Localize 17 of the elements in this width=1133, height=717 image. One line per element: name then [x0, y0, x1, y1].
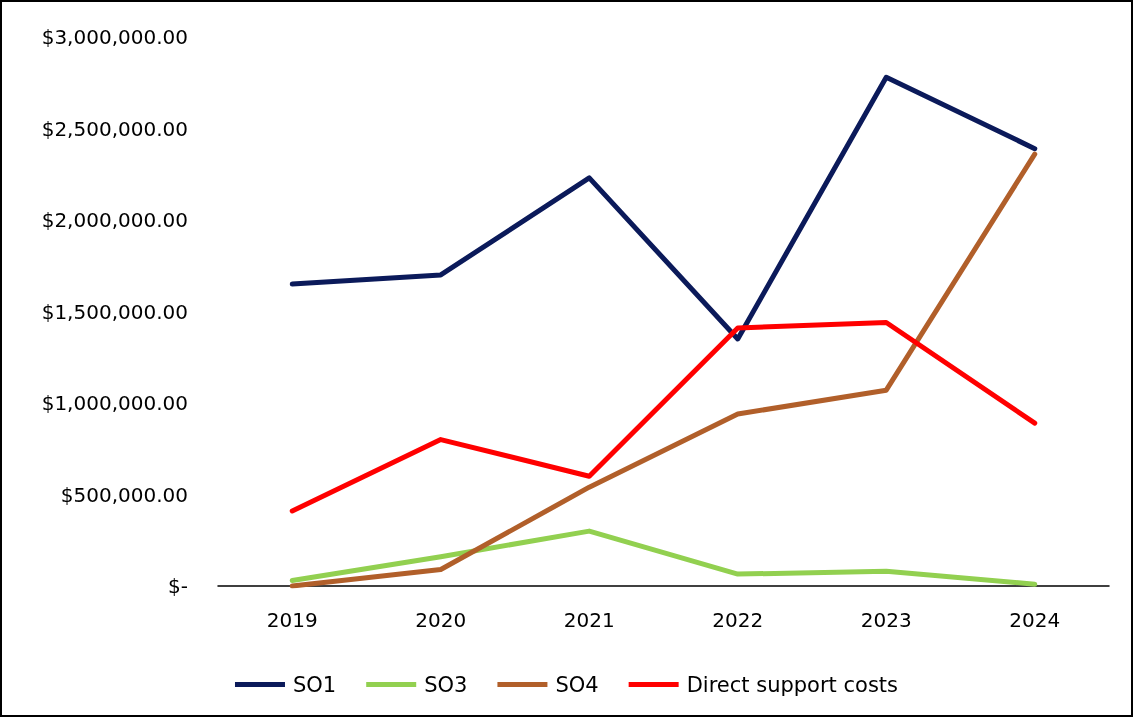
x-tick-label: 2023 [860, 608, 912, 632]
legend-label: SO4 [555, 672, 599, 697]
y-tick-label: $- [168, 574, 188, 598]
x-tick-label: 2021 [563, 608, 615, 632]
y-tick-label: $3,000,000.00 [41, 25, 188, 49]
x-tick-label: 2024 [1009, 608, 1061, 632]
legend-label: SO3 [424, 672, 468, 697]
y-tick-label: $2,000,000.00 [41, 208, 188, 232]
x-tick-label: 2022 [712, 608, 764, 632]
x-tick-label: 2019 [266, 608, 318, 632]
y-tick-label: $1,000,000.00 [41, 391, 188, 415]
legend-label: Direct support costs [686, 672, 899, 697]
x-tick-label: 2020 [415, 608, 467, 632]
y-tick-label: $1,500,000.00 [41, 299, 188, 324]
y-tick-label: $500,000.00 [60, 482, 188, 507]
legend-label: SO1 [292, 672, 337, 697]
y-tick-label: $2,500,000.00 [41, 116, 188, 141]
